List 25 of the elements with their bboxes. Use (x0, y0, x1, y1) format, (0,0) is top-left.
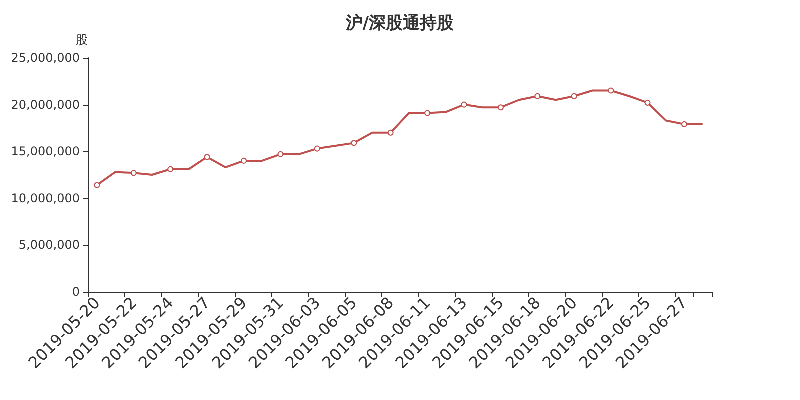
point (461, 102, 468, 108)
point (571, 93, 578, 100)
point (204, 154, 210, 160)
point (94, 182, 100, 188)
point (681, 121, 688, 128)
y-tick-label: 0 (72, 285, 80, 299)
point (168, 166, 174, 172)
point (278, 151, 284, 158)
point (644, 100, 651, 106)
point (608, 88, 614, 94)
point (498, 104, 504, 111)
point (351, 140, 358, 146)
y-tick-label: 5,000,000 (18, 238, 80, 252)
y-tick-label: 15,000,000 (11, 144, 80, 159)
point (388, 130, 394, 136)
y-tick-label: 20,000,000 (11, 98, 80, 112)
y-axis-title: 股 (76, 33, 88, 47)
y-tick-label: 25,000,000 (11, 51, 80, 65)
point (241, 158, 247, 164)
point (424, 110, 431, 116)
chart-title: 沪/深股通持股 (344, 14, 456, 34)
y-tick-label: 10,000,000 (11, 191, 80, 206)
point (314, 146, 320, 152)
point (130, 170, 137, 176)
point (534, 93, 541, 100)
